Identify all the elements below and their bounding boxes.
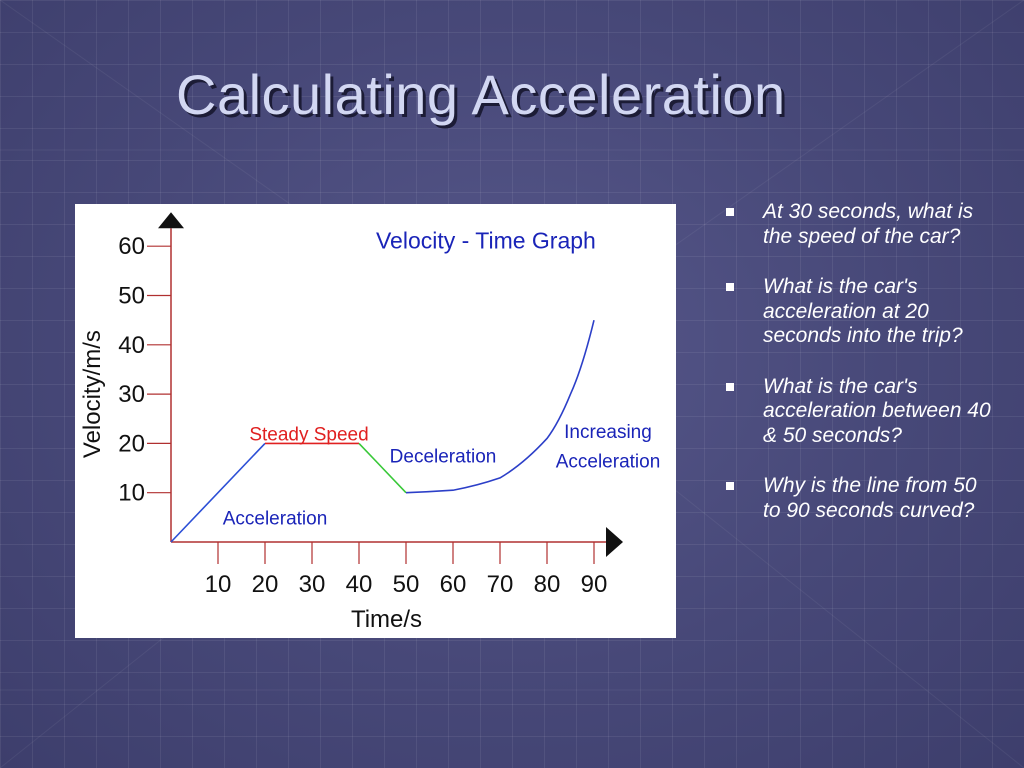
question-text: What is the car's acceleration at 20 sec… [763,275,963,347]
question-text: At 30 seconds, what is the speed of the … [763,200,974,248]
square-bullet-icon [726,382,734,391]
question-item: What is the car's acceleration at 20 sec… [722,275,992,349]
slide-title: Calculating Acceleration [176,63,786,126]
question-item: Why is the line from 50 to 90 seconds cu… [722,474,992,523]
annotation-label: Acceleration [556,452,661,473]
series-curve [405,319,595,494]
question-list: At 30 seconds, what is the speed of the … [722,200,992,549]
velocity-time-chart: 10 20 30 40 50 60 70 80 90 10 20 30 40 50 60 Time/s Velo… [75,204,676,638]
y-tick-label: 40 [118,332,145,359]
y-tick-label: 50 [118,283,145,310]
x-tick-label: 60 [440,571,467,598]
y-axis-arrow [158,212,184,229]
x-tick-label: 80 [534,571,561,598]
question-text: Why is the line from 50 to 90 seconds cu… [763,474,977,522]
x-tick-label: 40 [346,571,373,598]
question-item: What is the car's acceleration between 4… [722,375,992,449]
x-tick-label: 70 [487,571,514,598]
series-segment [358,442,407,494]
square-bullet-icon [726,283,734,291]
annotation-label: Acceleration [223,508,328,529]
chart-title: Velocity - Time Graph [376,228,596,254]
x-axis-label: Time/s [351,606,422,633]
series-segment [170,442,266,543]
annotation-label: Deceleration [390,447,497,468]
x-tick-label: 50 [393,571,420,598]
x-tick-label: 20 [252,571,279,598]
square-bullet-icon [726,208,734,216]
y-axis-label: Velocity/m/s [79,330,106,458]
x-tick-label: 90 [581,571,608,598]
annotation-label: Increasing [564,422,652,443]
chart-svg: 10 20 30 40 50 60 70 80 90 10 20 30 40 50 60 Time/s Velo… [79,212,661,633]
x-tick-label: 10 [205,571,232,598]
question-item: At 30 seconds, what is the speed of the … [722,200,992,249]
y-tick-label: 20 [118,430,145,457]
y-tick-label: 60 [118,233,145,260]
x-tick-label: 30 [299,571,326,598]
square-bullet-icon [726,482,734,490]
annotation-label: Steady Speed [249,425,368,446]
y-tick-label: 30 [118,381,145,408]
x-axis-arrow [606,527,623,557]
y-tick-label: 10 [118,480,145,507]
question-text: What is the car's acceleration between 4… [763,374,991,447]
